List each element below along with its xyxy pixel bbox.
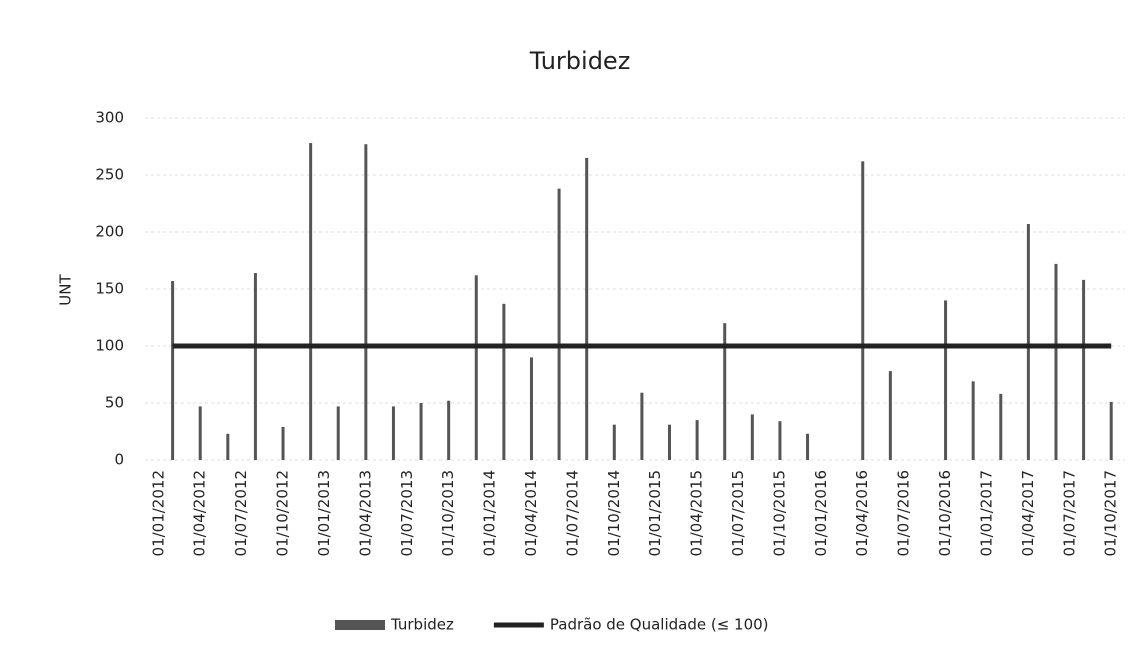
bar <box>474 275 478 460</box>
x-tick-label: 01/10/2016 <box>936 470 954 556</box>
bar <box>529 357 533 460</box>
y-tick-label: 0 <box>114 451 124 469</box>
x-tick-label: 01/10/2013 <box>439 470 457 556</box>
bar <box>750 414 754 460</box>
y-tick-label: 250 <box>95 166 124 184</box>
bar <box>557 188 561 460</box>
bar <box>226 433 230 460</box>
bar <box>944 300 948 460</box>
x-tick-label: 01/01/2014 <box>481 470 499 556</box>
bar <box>695 420 699 460</box>
x-tick-label: 01/01/2013 <box>315 470 333 556</box>
legend-swatch <box>335 620 385 630</box>
x-tick-label: 01/01/2017 <box>977 470 995 556</box>
bar <box>364 144 368 460</box>
x-tick-label: 01/07/2016 <box>895 470 913 556</box>
bar <box>502 303 506 460</box>
bar <box>778 421 782 460</box>
x-tick-label: 01/07/2017 <box>1060 470 1078 556</box>
bar <box>806 433 810 460</box>
bar <box>281 426 285 460</box>
bar <box>1082 279 1086 460</box>
y-tick-label: 50 <box>105 394 124 412</box>
x-tick-label: 01/07/2012 <box>232 470 250 556</box>
x-tick-label: 01/10/2017 <box>1102 470 1120 556</box>
legend-label: Padrão de Qualidade (≤ 100) <box>550 616 769 634</box>
y-tick-label: 300 <box>95 109 124 127</box>
bar <box>171 281 175 460</box>
x-tick-label: 01/07/2013 <box>398 470 416 556</box>
x-tick-label: 01/10/2015 <box>770 470 788 556</box>
bar <box>1026 224 1030 460</box>
y-tick-label: 100 <box>95 337 124 355</box>
bar <box>309 143 313 460</box>
bar <box>999 393 1003 460</box>
x-tick-label: 01/01/2016 <box>812 470 830 556</box>
bar <box>888 371 892 460</box>
legend-label: Turbidez <box>390 616 454 634</box>
x-tick-label: 01/04/2013 <box>356 470 374 556</box>
bar <box>391 406 395 460</box>
bar <box>640 392 644 460</box>
bar <box>253 273 257 460</box>
bar <box>723 323 727 460</box>
bar <box>447 400 451 460</box>
x-tick-label: 01/04/2014 <box>522 470 540 556</box>
x-tick-label: 01/04/2016 <box>853 470 871 556</box>
bar <box>198 406 202 460</box>
y-tick-label: 150 <box>95 280 124 298</box>
y-axis-label: UNT <box>57 273 75 305</box>
bar <box>612 424 616 460</box>
x-tick-label: 01/10/2012 <box>274 470 292 556</box>
bar <box>668 424 672 460</box>
x-tick-label: 01/04/2017 <box>1019 470 1037 556</box>
chart-title: Turbidez <box>529 47 631 75</box>
x-tick-label: 01/07/2014 <box>563 470 581 556</box>
bar <box>1109 401 1113 460</box>
bar <box>585 157 589 460</box>
x-tick-label: 01/04/2012 <box>191 470 209 556</box>
bar <box>1054 263 1058 460</box>
x-tick-label: 01/07/2015 <box>729 470 747 556</box>
x-tick-label: 01/10/2014 <box>605 470 623 556</box>
bar <box>861 161 865 460</box>
bar <box>419 403 423 460</box>
x-tick-label: 01/01/2012 <box>149 470 167 556</box>
x-tick-label: 01/04/2015 <box>688 470 706 556</box>
x-tick-label: 01/01/2015 <box>646 470 664 556</box>
bar <box>971 381 975 460</box>
y-tick-label: 200 <box>95 223 124 241</box>
bar <box>336 406 340 460</box>
